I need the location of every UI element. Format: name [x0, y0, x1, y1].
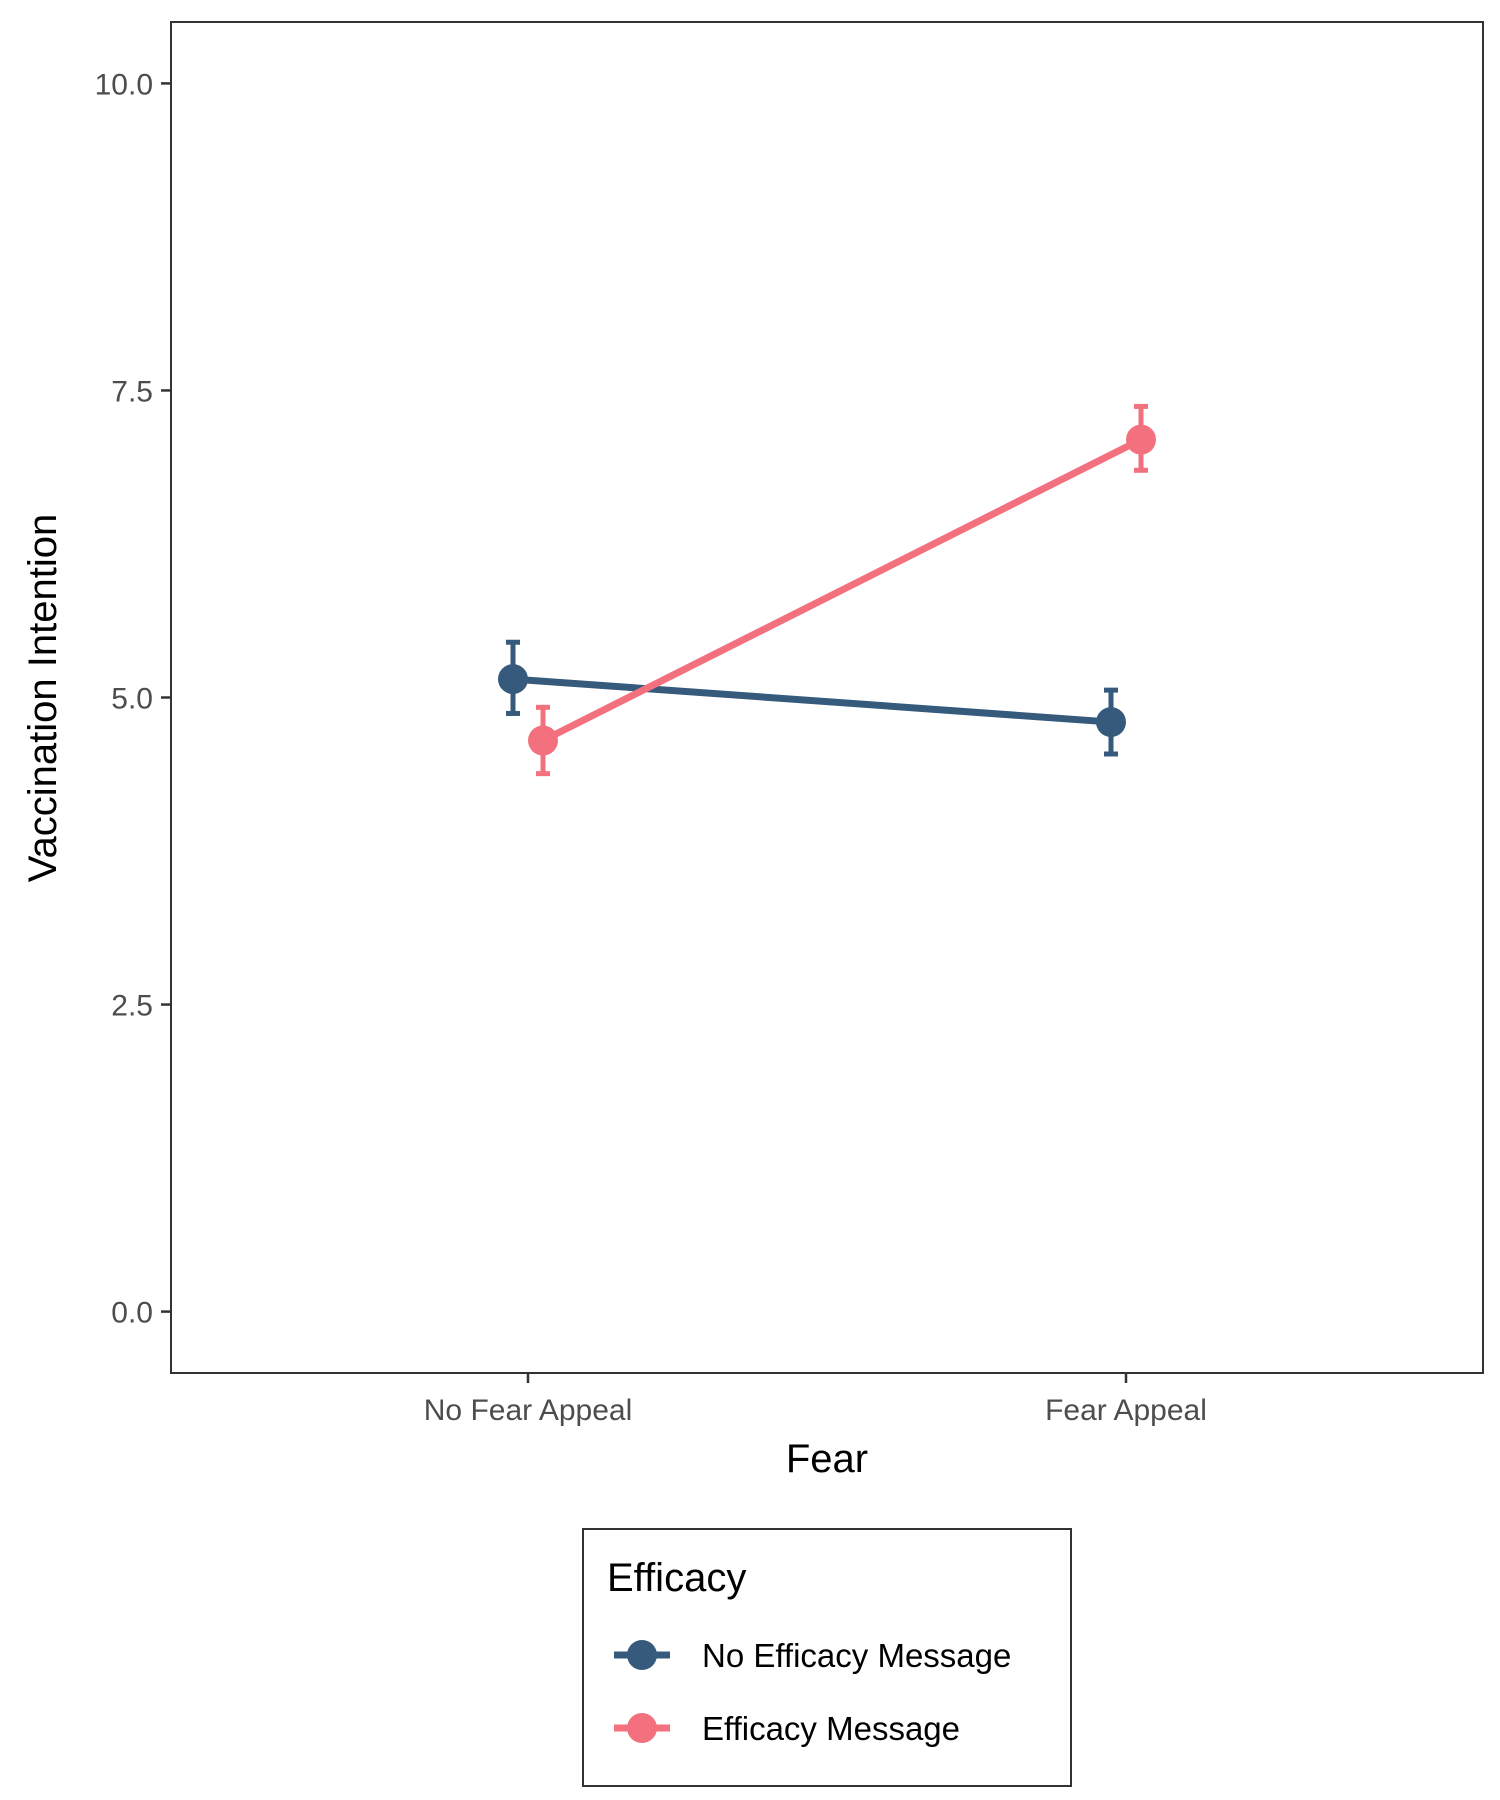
- y-tick-label: 5.0: [111, 683, 153, 716]
- series-layer: [498, 403, 1156, 777]
- x-axis-title: Fear: [786, 1437, 868, 1481]
- series-line: [541, 436, 1143, 744]
- legend-key-point: [627, 1640, 657, 1670]
- x-axis: No Fear Appeal Fear Appeal: [424, 1373, 1207, 1427]
- legend-items: No Efficacy Message Efficacy Message: [614, 1637, 1011, 1747]
- y-axis: 0.0 2.5 5.0 7.5 10.0: [95, 68, 171, 1330]
- legend-label: Efficacy Message: [702, 1710, 960, 1747]
- legend-key-point: [627, 1713, 657, 1743]
- x-tick-label: Fear Appeal: [1045, 1394, 1207, 1427]
- series-line: [512, 675, 1112, 726]
- legend: Efficacy No Efficacy Message Efficacy Mes…: [582, 1528, 1072, 1787]
- legend-label: No Efficacy Message: [702, 1637, 1011, 1674]
- y-tick-label: 10.0: [95, 68, 153, 101]
- data-point: [498, 664, 528, 695]
- data-point: [528, 725, 558, 756]
- data-point: [1126, 424, 1156, 455]
- legend-title: Efficacy: [607, 1556, 746, 1600]
- y-tick-label: 2.5: [111, 990, 153, 1023]
- y-tick-label: 7.5: [111, 375, 153, 408]
- x-tick-label: No Fear Appeal: [424, 1394, 632, 1427]
- plot-panel: [170, 21, 1484, 1374]
- y-axis-title: Vaccination Intention: [21, 514, 65, 882]
- data-point: [1096, 707, 1126, 738]
- y-tick-label: 0.0: [111, 1297, 153, 1330]
